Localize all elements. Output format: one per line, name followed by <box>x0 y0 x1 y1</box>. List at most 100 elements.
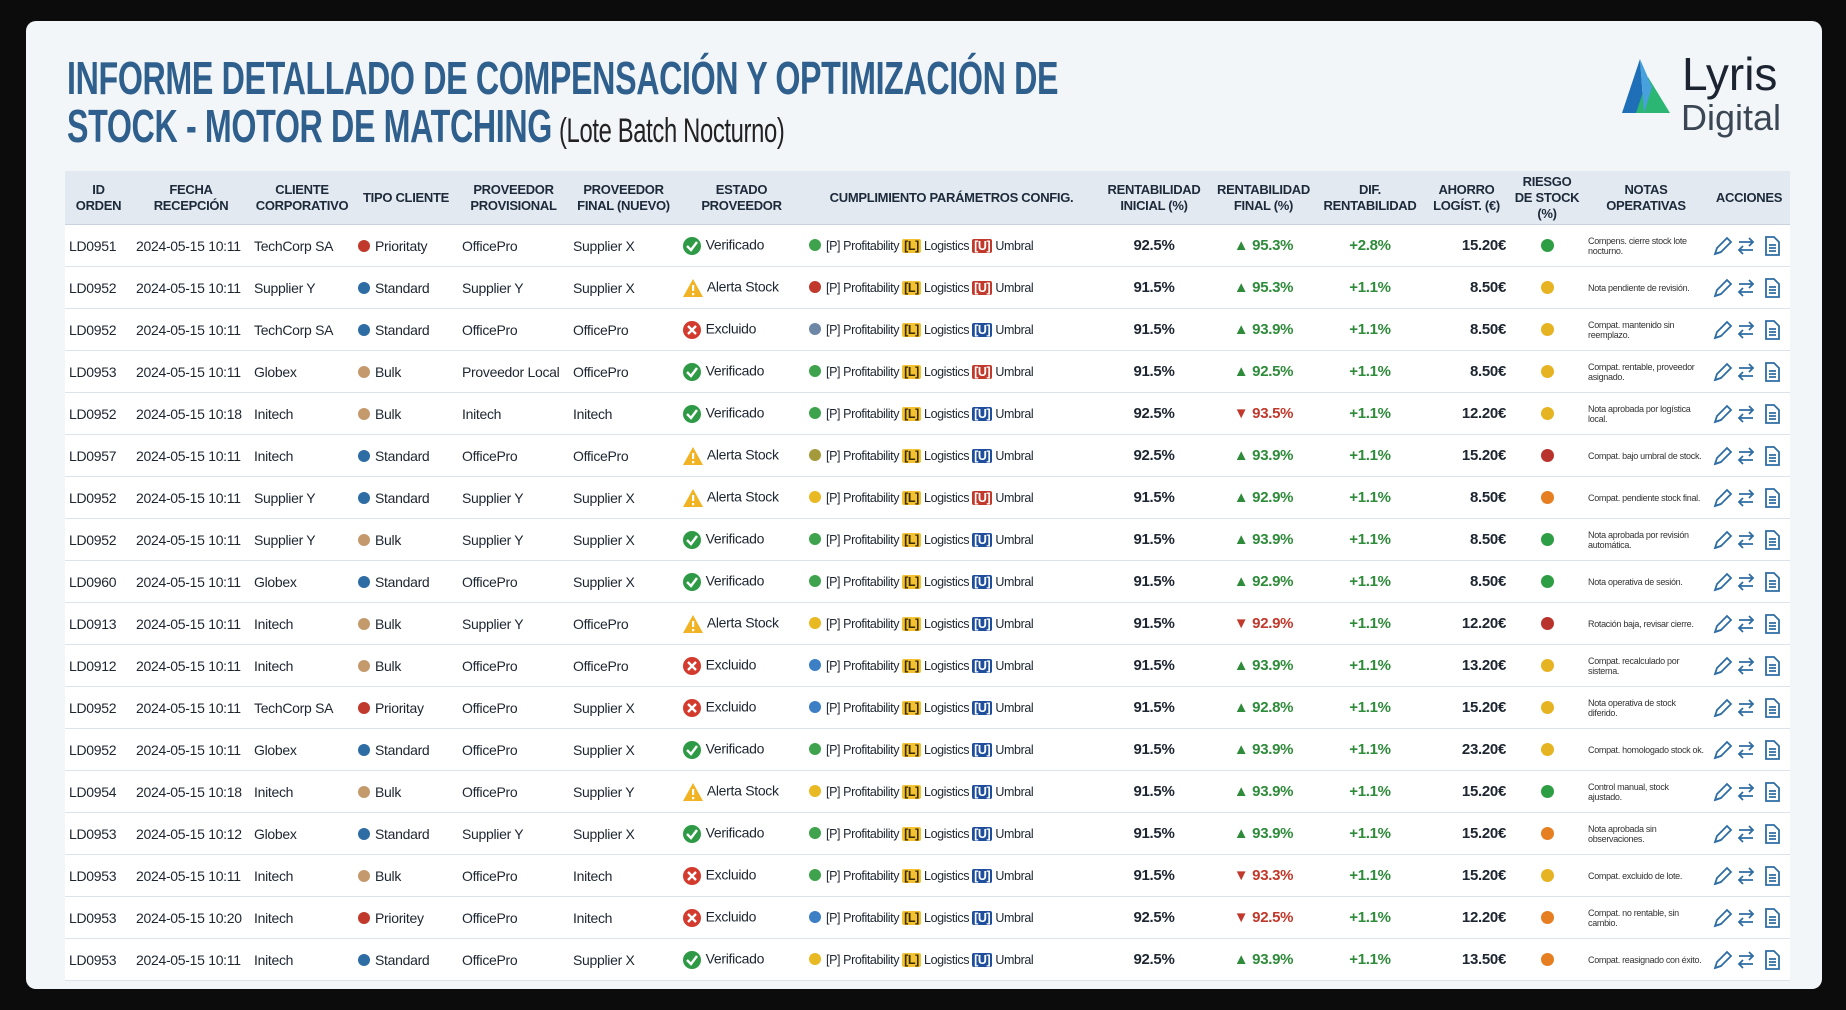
table-row[interactable]: LD0953 2024-05-15 10:11 Initech Bulk OfficeP… <box>65 854 1790 897</box>
compliance-dot <box>809 448 821 461</box>
threshold: Umbral <box>995 700 1034 715</box>
logistics: Logistics <box>924 406 970 421</box>
compliance: [P] Profitability [L] Logistics [U] Umbr… <box>805 266 1098 309</box>
swap-button[interactable] <box>1737 866 1755 885</box>
table-row[interactable]: LD0952 2024-05-15 10:11 Supplier Y Standard… <box>65 266 1790 309</box>
status-text: Excluido <box>705 320 757 337</box>
edit-button[interactable] <box>1713 614 1733 633</box>
swap-button[interactable] <box>1737 908 1755 927</box>
edit-button[interactable] <box>1713 698 1733 717</box>
swap-button[interactable] <box>1737 740 1755 759</box>
table-row[interactable]: LD0960 2024-05-15 10:11 Globex Standard Offi… <box>65 560 1790 603</box>
table-row[interactable]: LD0952 2024-05-15 10:11 Supplier Y Bulk Supp… <box>65 518 1790 561</box>
edit-button[interactable] <box>1713 950 1733 969</box>
document-button[interactable] <box>1765 949 1780 970</box>
type-dot <box>358 869 370 882</box>
swap-button[interactable] <box>1737 950 1755 969</box>
compliance: [P] Profitability [L] Logistics [U] Umbr… <box>805 770 1098 813</box>
profitability: [P] Profitability <box>826 658 900 673</box>
logistics: Logistics <box>924 322 970 337</box>
edit-button[interactable] <box>1713 320 1733 339</box>
document-button[interactable] <box>1765 697 1780 718</box>
edit-button[interactable] <box>1713 446 1733 465</box>
document-button[interactable] <box>1765 907 1780 928</box>
edit-button[interactable] <box>1713 404 1733 423</box>
risk-dot <box>1540 532 1554 546</box>
document-button[interactable] <box>1765 487 1780 508</box>
document-button[interactable] <box>1765 319 1780 340</box>
edit-button[interactable] <box>1713 866 1733 885</box>
table-row[interactable]: LD0952 2024-05-15 10:11 TechCorp SA Standar… <box>65 308 1790 351</box>
swap-button[interactable] <box>1737 656 1755 675</box>
swap-button[interactable] <box>1737 236 1755 255</box>
document-button[interactable] <box>1765 235 1780 256</box>
report-panel: INFORME DETALLADO DE COMPENSACIÓN Y OPTI… <box>26 21 1822 989</box>
status-text: Alerta Stock <box>706 614 779 631</box>
swap-button[interactable] <box>1737 446 1755 465</box>
provisional-supplier: OfficePro <box>458 560 569 603</box>
table-row[interactable]: LD0912 2024-05-15 10:11 Initech Bulk OfficeP… <box>65 644 1790 687</box>
table-row[interactable]: LD0952 2024-05-15 10:11 TechCorp SA Priorit… <box>65 686 1790 729</box>
status-icon <box>683 236 701 255</box>
swap-button[interactable] <box>1737 320 1755 339</box>
order-id: LD0952 <box>65 686 132 729</box>
document-button[interactable] <box>1765 445 1780 466</box>
table-row[interactable]: LD0954 2024-05-15 10:18 Initech Bulk OfficeP… <box>65 770 1790 813</box>
document-button[interactable] <box>1765 613 1780 634</box>
client-type: Bulk <box>354 350 458 393</box>
swap-button[interactable] <box>1737 404 1755 423</box>
edit-button[interactable] <box>1713 530 1733 549</box>
risk-dot <box>1540 910 1554 924</box>
action-icons <box>1713 613 1780 634</box>
swap-button[interactable] <box>1737 824 1755 843</box>
threshold-tag: [U] <box>972 910 993 925</box>
edit-button[interactable] <box>1713 908 1733 927</box>
document-button[interactable] <box>1765 403 1780 424</box>
edit-button[interactable] <box>1713 656 1733 675</box>
table-row[interactable]: LD0951 2024-05-15 10:11 TechCorp SA Priorit… <box>65 224 1790 267</box>
table-row[interactable]: LD0953 2024-05-15 10:12 Globex Standard Supp… <box>65 812 1790 855</box>
table-row[interactable]: LD0953 2024-05-15 10:20 Initech Prioritey Of… <box>65 896 1790 939</box>
edit-button[interactable] <box>1713 740 1733 759</box>
initial-profitability: 91.5% <box>1098 266 1210 309</box>
table-row[interactable]: LD0953 2024-05-15 10:11 Initech Standard Off… <box>65 938 1790 981</box>
swap-button[interactable] <box>1737 278 1755 297</box>
logistics-tag: [L] <box>902 238 921 253</box>
document-button[interactable] <box>1765 277 1780 298</box>
swap-button[interactable] <box>1737 698 1755 717</box>
swap-button[interactable] <box>1737 530 1755 549</box>
swap-button[interactable] <box>1737 782 1755 801</box>
table-row[interactable]: LD0913 2024-05-15 10:11 Initech Bulk Supplie… <box>65 602 1790 645</box>
table-row[interactable]: LD0953 2024-05-15 10:11 Globex Bulk Proveedo… <box>65 350 1790 393</box>
logistics-saving: 8.50€ <box>1423 266 1510 309</box>
swap-button[interactable] <box>1737 572 1755 591</box>
document-button[interactable] <box>1765 739 1780 760</box>
edit-button[interactable] <box>1713 362 1733 381</box>
document-button[interactable] <box>1765 529 1780 550</box>
edit-button[interactable] <box>1713 236 1733 255</box>
swap-button[interactable] <box>1737 488 1755 507</box>
profitability-diff: +1.1% <box>1317 854 1423 897</box>
document-button[interactable] <box>1765 781 1780 802</box>
table-row[interactable]: LD0957 2024-05-15 10:11 Initech Standard Off… <box>65 434 1790 477</box>
document-button[interactable] <box>1765 865 1780 886</box>
document-button[interactable] <box>1765 571 1780 592</box>
table-row[interactable]: LD0952 2024-05-15 10:11 Globex Standard Offi… <box>65 728 1790 771</box>
table-row[interactable]: LD0952 2024-05-15 10:11 Supplier Y Standard… <box>65 476 1790 519</box>
document-button[interactable] <box>1765 823 1780 844</box>
edit-button[interactable] <box>1713 824 1733 843</box>
edit-button[interactable] <box>1713 278 1733 297</box>
compliance-dot <box>809 784 821 797</box>
profitability-diff: +2.8% <box>1317 224 1423 267</box>
edit-button[interactable] <box>1713 572 1733 591</box>
swap-button[interactable] <box>1737 362 1755 381</box>
table-row[interactable]: LD0952 2024-05-15 10:18 Initech Bulk Initech… <box>65 392 1790 435</box>
swap-button[interactable] <box>1737 614 1755 633</box>
edit-button[interactable] <box>1713 782 1733 801</box>
document-button[interactable] <box>1765 655 1780 676</box>
edit-button[interactable] <box>1713 488 1733 507</box>
final-supplier: OfficePro <box>569 434 678 477</box>
logistics-tag: [L] <box>902 364 921 379</box>
document-button[interactable] <box>1765 361 1780 382</box>
